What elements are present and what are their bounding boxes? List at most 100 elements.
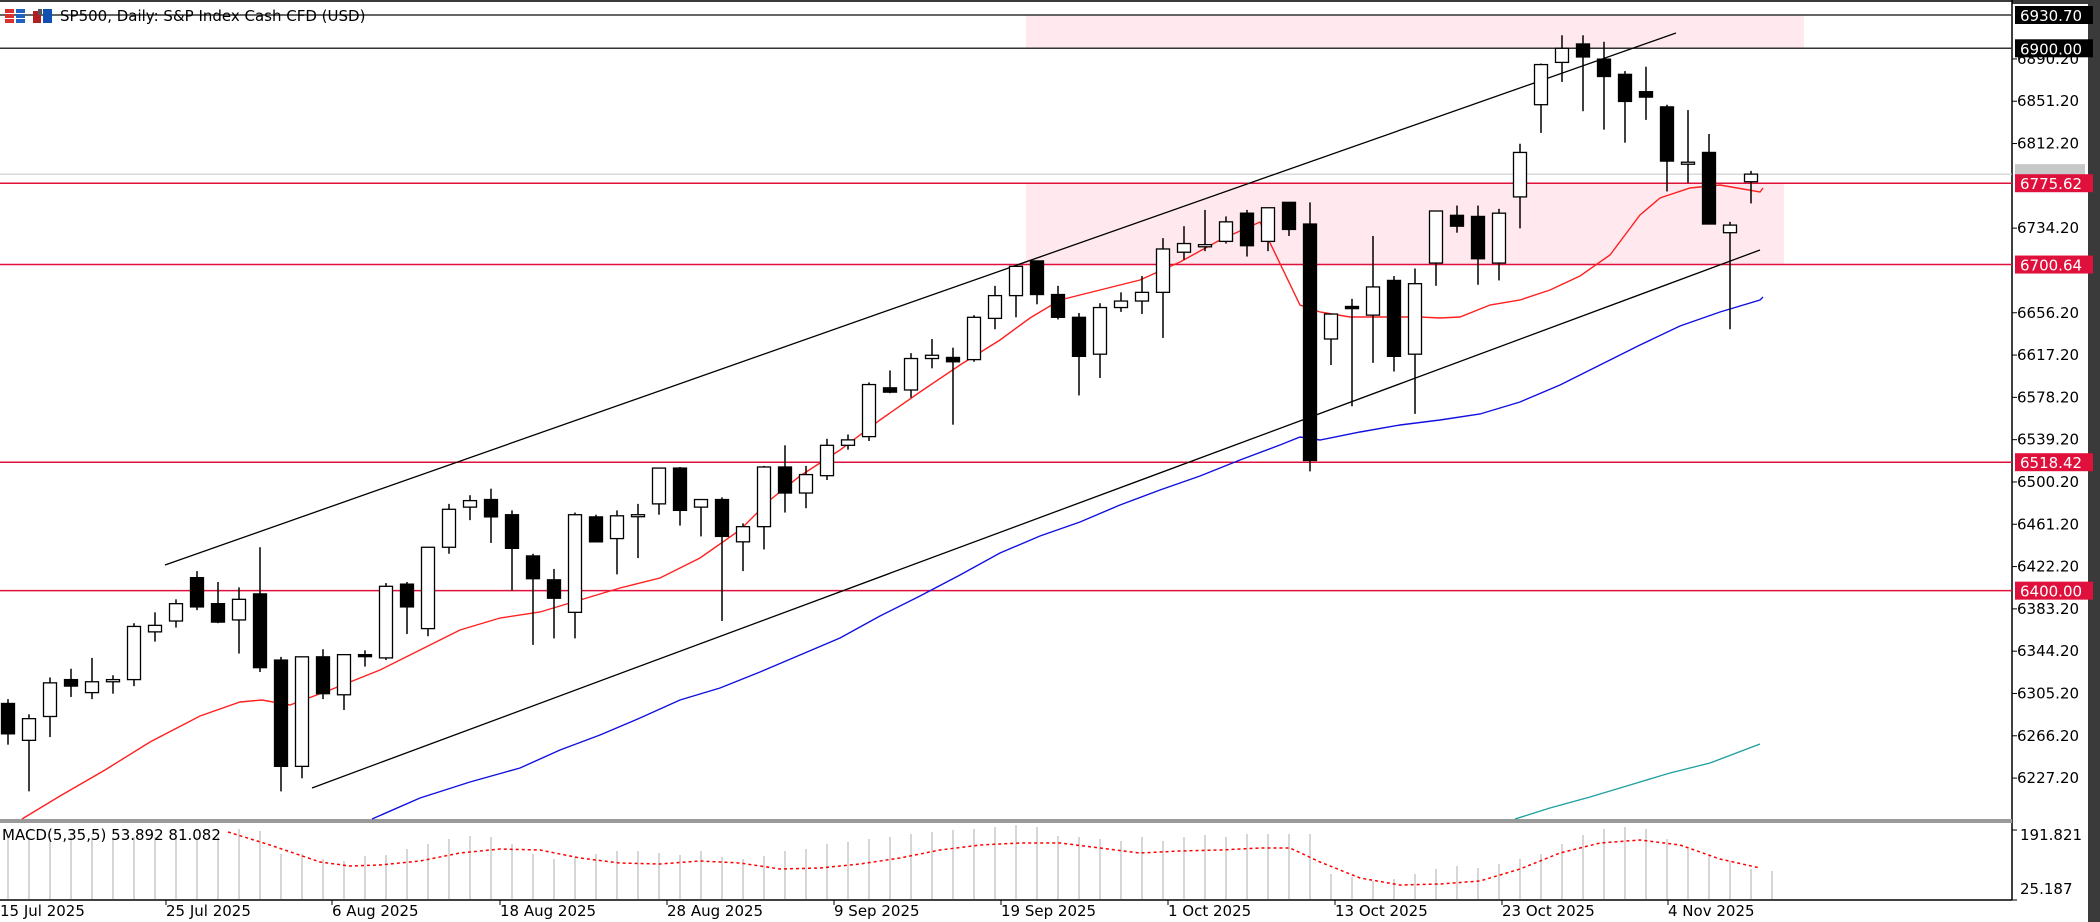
candle[interactable] [1029,260,1045,305]
candle[interactable] [1575,35,1591,112]
candle[interactable] [1659,104,1675,192]
candle[interactable] [903,353,919,398]
candle[interactable] [399,581,415,635]
candle[interactable] [1302,202,1318,472]
candle[interactable] [1281,201,1297,236]
candle[interactable] [1113,292,1129,312]
candle[interactable] [819,438,835,481]
candle[interactable] [567,512,583,639]
candle[interactable] [861,382,877,441]
candle[interactable] [1638,66,1654,120]
supply-demand-zone[interactable] [1026,183,1784,265]
candle[interactable] [441,503,457,554]
panel-separator[interactable] [0,819,2012,823]
candle[interactable] [525,553,541,645]
candle[interactable] [84,657,100,700]
candle[interactable] [315,649,331,700]
candle[interactable] [168,599,184,628]
candle[interactable] [1428,210,1444,286]
candle[interactable] [420,546,436,637]
macd-panel[interactable]: MACD(5,35,5) 53.892 81.082 191.821 25.187 [2,825,2082,901]
candle[interactable] [777,445,793,513]
candle[interactable] [1596,41,1612,130]
candle[interactable] [1323,313,1339,366]
candle[interactable] [945,347,961,425]
candle[interactable] [672,466,688,526]
candle[interactable] [1218,216,1234,244]
candle[interactable] [1407,268,1423,414]
candle[interactable] [294,656,310,779]
candle[interactable] [693,498,709,537]
candle[interactable] [546,568,562,639]
candle[interactable] [1449,205,1465,233]
candle[interactable] [1176,226,1192,260]
save-disk-icon[interactable] [32,8,54,24]
candle[interactable] [0,699,16,745]
candle[interactable] [966,315,982,362]
candle[interactable] [336,653,352,710]
candle[interactable] [1554,35,1570,82]
candle[interactable] [63,668,79,697]
candle[interactable] [231,587,247,654]
candle[interactable] [1701,133,1717,225]
candle[interactable] [1344,298,1360,407]
candle[interactable] [378,583,394,661]
candle[interactable] [1386,276,1402,372]
candle[interactable] [126,623,142,687]
candle[interactable] [504,510,520,591]
candle[interactable] [1491,208,1507,281]
candle[interactable] [1239,209,1255,257]
candle[interactable] [1722,221,1738,330]
candle[interactable] [1092,303,1108,379]
candle[interactable] [147,612,163,642]
candle[interactable] [42,677,58,738]
candle[interactable] [462,495,478,521]
date-tick-label: 19 Sep 2025 [1001,902,1096,920]
date-tick-label: 15 Jul 2025 [0,902,85,920]
candle[interactable] [105,675,121,694]
price-tick-label: 6851.20 [2017,92,2079,110]
candle[interactable] [735,523,751,572]
candle[interactable] [1071,312,1087,396]
channel-lower-trendline[interactable] [311,249,1761,789]
candle[interactable] [357,650,373,667]
candle[interactable] [1743,170,1759,204]
candle[interactable] [1680,110,1696,183]
grid-layout-icon[interactable] [4,8,26,24]
candle[interactable] [714,497,730,622]
candle[interactable] [1008,265,1024,318]
candle[interactable] [630,503,646,559]
candle[interactable] [1470,205,1486,285]
candle[interactable] [252,547,268,673]
candle[interactable] [1365,235,1381,363]
candle[interactable] [924,338,940,369]
candle[interactable] [273,656,289,792]
channel-upper-trendline[interactable] [164,32,1677,566]
price-level-tag: 6400.00 [2015,581,2093,601]
candle[interactable] [1260,207,1276,252]
candle[interactable] [1134,276,1150,315]
candle[interactable] [1050,285,1066,320]
supply-demand-zone[interactable] [1026,15,1804,49]
candle[interactable] [651,467,667,515]
candle[interactable] [1617,71,1633,143]
candle[interactable] [210,581,226,624]
candle[interactable] [756,465,772,550]
candle[interactable] [609,510,625,575]
candle[interactable] [840,434,856,450]
main-plot-area[interactable] [0,2,2012,819]
date-tick-label: 23 Oct 2025 [1502,902,1595,920]
candle[interactable] [882,370,898,394]
candle[interactable] [987,285,1003,330]
date-tick-label: 4 Nov 2025 [1668,902,1755,920]
candle[interactable] [1533,63,1549,133]
candle[interactable] [1155,238,1171,338]
candle[interactable] [1197,209,1213,252]
candle[interactable] [21,714,37,792]
candle[interactable] [189,571,205,611]
candle[interactable] [483,488,499,543]
candle[interactable] [798,465,814,509]
candle[interactable] [1512,143,1528,229]
candle[interactable] [588,514,604,543]
